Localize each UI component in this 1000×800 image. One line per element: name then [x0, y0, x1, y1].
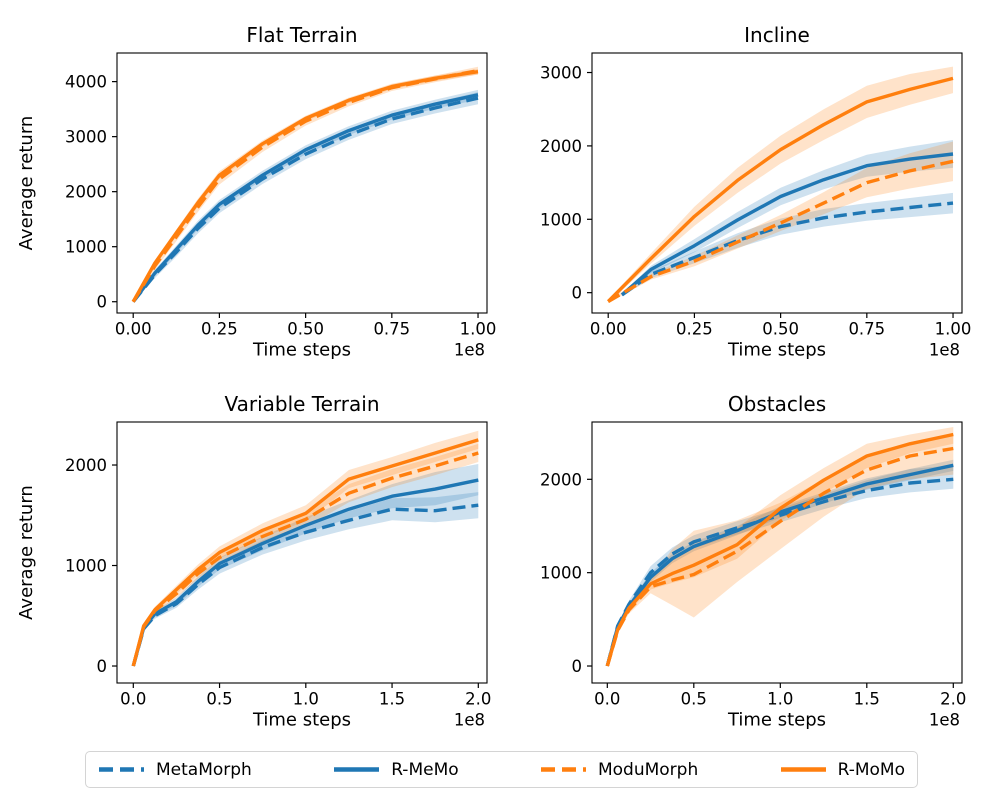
- legend-label-r-memo: R-MeMo: [391, 759, 459, 780]
- x-tick-label: 2.0: [940, 690, 966, 709]
- band-metamorph: [607, 465, 954, 666]
- axes-box: [591, 421, 963, 684]
- legend-item-metamorph: MetaMorph: [98, 760, 252, 780]
- x-axis-offset: 1e8: [454, 711, 485, 730]
- y-tick-label: 1000: [540, 564, 582, 583]
- x-tick-label: 0.0: [594, 690, 620, 709]
- y-tick-label: 3000: [540, 64, 582, 83]
- axes-box: [116, 52, 488, 314]
- line-r-momo: [131, 438, 479, 667]
- band-r-momo: [607, 427, 954, 666]
- band-metamorph: [622, 192, 953, 297]
- plot-area: [605, 427, 954, 667]
- subplot-flat-terrain: 0.00 0.25 0.50 0.75 1.00 0 1000 2000 3000 4000 Fla…: [16, 23, 496, 361]
- line-r-momo: [605, 432, 954, 667]
- line-r-memo: [131, 478, 479, 667]
- subplot-variable-terrain: 0.0 0.5 1.0 1.5 2.0 0 1000 2000 Variable Terrain…: [16, 392, 491, 731]
- x-tick-label: 0.50: [762, 320, 799, 339]
- band-modumorph: [607, 434, 954, 666]
- y-tick-label: 2000: [65, 183, 107, 202]
- line-metamorph: [131, 503, 479, 667]
- x-tick-label: 0.5: [681, 690, 707, 709]
- band-r-momo: [608, 66, 953, 303]
- subplot-title: Obstacles: [728, 392, 826, 416]
- plot-area: [131, 430, 479, 667]
- y-tick-label: 4000: [65, 73, 107, 92]
- y-axis-label: Average return: [16, 485, 37, 620]
- line-r-momo: [131, 70, 479, 303]
- y-tick-label: 0: [97, 293, 108, 312]
- line-modumorph: [607, 159, 954, 303]
- x-tick-label: 0.0: [120, 690, 146, 709]
- legend: MetaMorph R-MeMo ModuMorph R-MoMo: [85, 751, 918, 788]
- x-tick-label: 1.0: [293, 690, 319, 709]
- x-axis-label: Time steps: [727, 340, 826, 361]
- x-axis-label: Time steps: [252, 340, 351, 361]
- subplot-title: Flat Terrain: [246, 23, 357, 47]
- legend-label-r-momo: R-MoMo: [837, 759, 905, 780]
- line-r-memo: [620, 152, 954, 297]
- y-axis-label: Average return: [16, 116, 37, 251]
- y-tick-label: 3000: [65, 128, 107, 147]
- x-tick-label: 0.75: [848, 320, 885, 339]
- x-tick-label: 0.75: [373, 320, 410, 339]
- x-tick-label: 0.5: [206, 690, 232, 709]
- line-modumorph: [605, 446, 954, 667]
- y-tick-label: 1000: [65, 238, 107, 257]
- x-tick-label: 1.5: [854, 690, 880, 709]
- x-tick-label: 0.25: [676, 320, 713, 339]
- dashed-orange-line-icon: [540, 767, 586, 772]
- y-tick-label: 0: [97, 657, 108, 676]
- plot-area: [131, 66, 479, 303]
- y-tick-label: 1000: [65, 557, 107, 576]
- legend-item-r-momo: R-MoMo: [780, 760, 905, 780]
- band-r-memo: [133, 464, 479, 666]
- x-tick-label: 1.00: [935, 320, 972, 339]
- solid-blue-line-icon: [334, 767, 380, 772]
- line-metamorph: [621, 201, 954, 297]
- y-tick-label: 0: [572, 284, 583, 303]
- x-axis-label: Time steps: [727, 710, 826, 731]
- axes-box: [591, 52, 963, 314]
- legend-label-modumorph: ModuMorph: [597, 759, 699, 780]
- y-tick-label: 2000: [65, 456, 107, 475]
- subplot-obstacles: 0.0 0.5 1.0 1.5 2.0 0 1000 2000 Obstacles Time st…: [540, 392, 966, 731]
- subplot-title: Incline: [744, 23, 810, 47]
- axes-box: [116, 421, 488, 684]
- legend-item-r-memo: R-MeMo: [333, 759, 459, 780]
- x-tick-label: 2.0: [465, 690, 491, 709]
- y-tick-label: 0: [572, 657, 583, 676]
- band-r-memo: [622, 140, 953, 297]
- dashed-blue-line-icon: [99, 767, 144, 772]
- x-tick-label: 0.50: [287, 320, 324, 339]
- x-axis-offset: 1e8: [929, 341, 960, 360]
- x-tick-label: 0.00: [590, 320, 627, 339]
- legend-item-modumorph: ModuMorph: [540, 760, 698, 780]
- x-tick-label: 1.0: [767, 690, 793, 709]
- band-modumorph: [133, 443, 479, 666]
- line-metamorph: [131, 96, 479, 303]
- y-tick-label: 1000: [540, 210, 582, 229]
- solid-orange-line-icon: [780, 767, 826, 772]
- y-tick-label: 2000: [540, 137, 582, 156]
- line-r-momo: [606, 76, 954, 303]
- subplot-title: Variable Terrain: [224, 392, 379, 416]
- x-axis-label: Time steps: [252, 710, 351, 731]
- x-tick-label: 1.5: [379, 690, 405, 709]
- x-tick-label: 1.00: [460, 320, 497, 339]
- subplot-incline: 0.00 0.25 0.50 0.75 1.00 0 1000 2000 3000 Incline…: [540, 23, 971, 361]
- legend-label-metamorph: MetaMorph: [156, 759, 252, 780]
- plot-area: [606, 66, 954, 303]
- y-tick-label: 2000: [540, 470, 582, 489]
- x-tick-label: 0.00: [115, 320, 152, 339]
- x-axis-offset: 1e8: [929, 711, 960, 730]
- band-r-momo: [133, 430, 479, 666]
- x-tick-label: 0.25: [201, 320, 238, 339]
- x-axis-offset: 1e8: [454, 341, 485, 360]
- line-r-memo: [131, 93, 479, 303]
